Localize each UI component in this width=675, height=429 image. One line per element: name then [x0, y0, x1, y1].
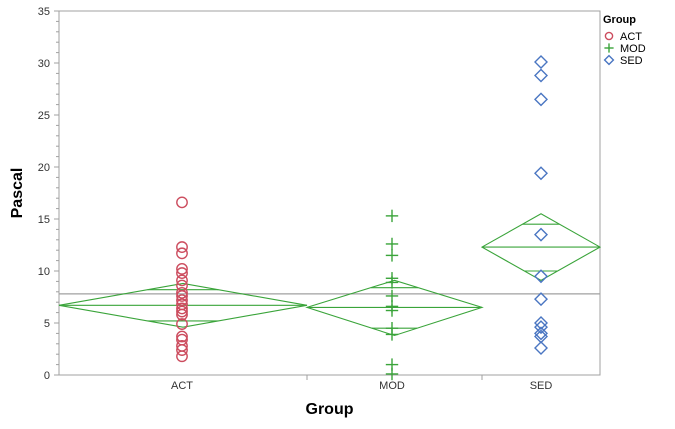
data-point-sed — [534, 68, 548, 83]
data-point-mod — [385, 328, 399, 341]
data-point-act — [176, 294, 188, 307]
data-point-act — [176, 241, 188, 253]
y-tick-label: 30 — [38, 58, 50, 70]
data-point-act — [176, 344, 188, 356]
legend-label-sed: SED — [620, 55, 643, 67]
data-point-act — [176, 302, 188, 315]
data-point-act — [176, 247, 188, 260]
legend-label-mod: MOD — [620, 43, 646, 55]
data-point-mod — [385, 304, 399, 317]
y-tick-label: 35 — [38, 6, 50, 18]
data-point-act — [176, 286, 188, 299]
y-tick-label: 0 — [44, 370, 50, 382]
data-point-act — [176, 267, 188, 279]
legend-marker-sed — [603, 54, 615, 66]
data-point-act — [176, 274, 188, 287]
data-point-mod — [385, 367, 399, 381]
data-point-mod — [385, 249, 399, 262]
data-point-act — [176, 330, 188, 343]
y-tick-label: 10 — [38, 266, 50, 278]
plot-frame — [58, 10, 601, 376]
x-axis: ACT MOD SED — [171, 375, 552, 392]
data-point-mod — [385, 237, 399, 251]
x-tick-label: ACT — [171, 380, 193, 392]
data-point-act — [176, 263, 188, 275]
x-tick-label: MOD — [379, 380, 405, 392]
y-tick-label: 25 — [38, 110, 50, 122]
data-point-sed — [534, 326, 548, 341]
y-tick-label: 20 — [38, 162, 50, 174]
y-axis-title: Pascal — [9, 168, 26, 219]
legend-item-sed[interactable]: SED — [603, 54, 643, 67]
data-point-mod — [385, 289, 399, 303]
data-point-sed — [534, 292, 548, 307]
data-point-act — [176, 290, 188, 302]
data-point-sed — [534, 340, 548, 355]
data-point-sed — [534, 227, 548, 242]
x-tick-label: SED — [530, 380, 553, 392]
y-tick-label: 15 — [38, 214, 50, 226]
legend-label-act: ACT — [620, 31, 642, 43]
data-point-sed — [534, 92, 548, 107]
mean-diamonds — [58, 213, 602, 337]
data-point-act — [176, 308, 188, 321]
data-point-sed — [534, 54, 548, 69]
x-axis-title: Group — [306, 401, 354, 418]
data-point-act — [176, 196, 188, 209]
legend-item-act[interactable]: ACT — [604, 31, 642, 43]
data-point-mod — [385, 276, 399, 289]
legend-marker-act — [604, 31, 614, 41]
y-tick-label: 5 — [44, 318, 50, 330]
data-point-act — [176, 350, 188, 363]
data-point-sed — [534, 269, 548, 284]
data-point-sed — [534, 166, 548, 181]
legend-marker-mod — [604, 43, 614, 53]
data-point-act — [176, 305, 188, 318]
y-axis: 0 5 10 15 20 25 30 35 — [38, 6, 59, 382]
data-points — [176, 54, 548, 381]
legend-title: Group — [603, 14, 636, 26]
data-point-mod — [385, 209, 399, 223]
data-point-sed — [534, 320, 548, 335]
data-point-sed — [534, 316, 548, 330]
legend-item-mod[interactable]: MOD — [604, 43, 646, 55]
data-point-act — [176, 318, 188, 330]
